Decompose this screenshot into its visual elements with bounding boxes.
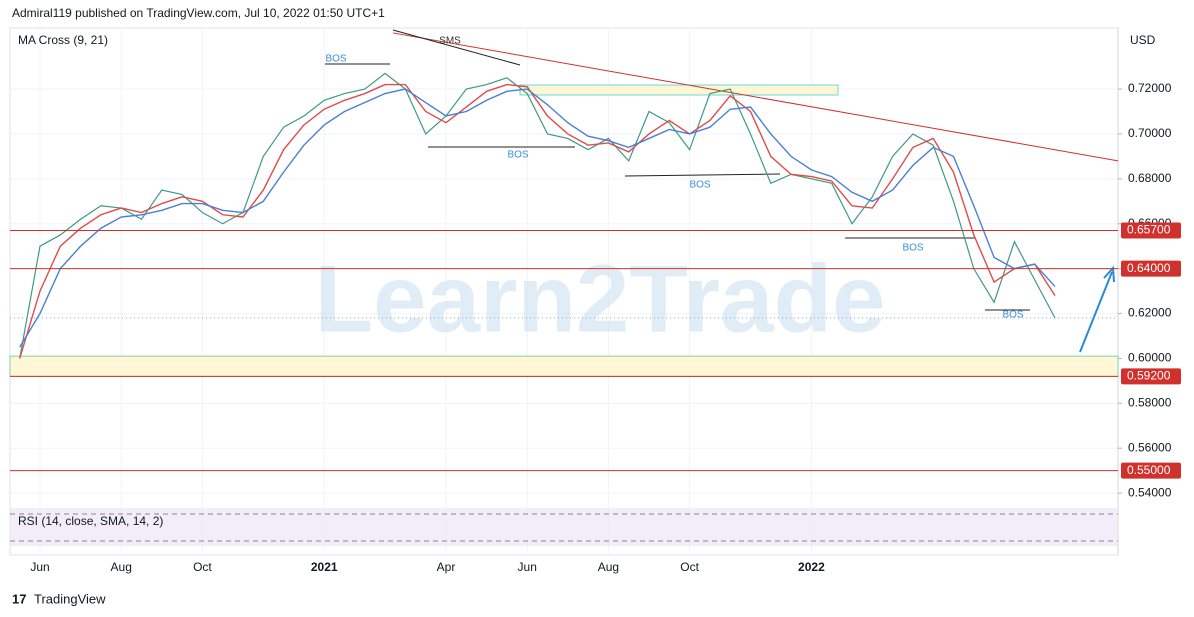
arrow [1079, 271, 1113, 353]
y-tick-label: 0.58000 [1128, 395, 1172, 409]
x-tick-label: Jun [518, 560, 537, 574]
structure-line [624, 173, 781, 177]
y-tick-label: 0.60000 [1128, 351, 1172, 365]
box [519, 84, 839, 96]
x-tick-label: Aug [598, 560, 619, 574]
level-label: 0.59200 [1127, 369, 1171, 383]
annotation: SMS [439, 36, 461, 47]
arrow-head [1103, 265, 1115, 283]
y-tick-label: 0.54000 [1128, 485, 1172, 499]
rsi-label: RSI (14, close, SMA, 14, 2) [18, 514, 163, 528]
level-tag [1121, 368, 1181, 385]
footer-text: TradingView [34, 591, 106, 606]
x-tick-label: Aug [111, 560, 132, 574]
x-tick-label: 2022 [798, 560, 825, 574]
annotation: BOS [1002, 310, 1023, 321]
indicator-title: MA Cross (9, 21) [18, 33, 108, 47]
header: Admiral119 published on TradingView.com,… [12, 6, 385, 20]
x-tick-label: 2021 [311, 560, 338, 574]
series-line [19, 88, 1056, 348]
y-tick-label: 0.70000 [1128, 126, 1172, 140]
level-tag [1121, 260, 1181, 277]
footer: 17 TradingView [12, 591, 106, 606]
y-tick-label: 0.56000 [1128, 440, 1172, 454]
x-tick-label: Oct [193, 560, 212, 574]
level-label: 0.55000 [1127, 463, 1171, 477]
axis-unit: USD [1130, 33, 1156, 47]
series-line [19, 83, 1056, 359]
annotation: BOS [902, 243, 923, 254]
zone [9, 355, 1119, 377]
y-tick-label: 0.68000 [1128, 171, 1172, 185]
annotation: BOS [507, 150, 528, 161]
structure-line [392, 29, 521, 66]
y-tick-label: 0.62000 [1128, 306, 1172, 320]
level-tag [1121, 222, 1181, 239]
trendline [392, 32, 1119, 162]
annotation: BOS [325, 54, 346, 65]
level-tag [1121, 462, 1181, 479]
x-tick-label: Jun [30, 560, 49, 574]
x-tick-label: Apr [437, 560, 456, 574]
watermark: Learn2Trade [315, 245, 886, 352]
annotation: BOS [689, 180, 710, 191]
logo: 17 [12, 591, 26, 606]
level-label: 0.64000 [1127, 261, 1171, 275]
level-label: 0.65700 [1127, 223, 1171, 237]
x-tick-label: Oct [680, 560, 699, 574]
y-tick-label: 0.72000 [1128, 81, 1172, 95]
